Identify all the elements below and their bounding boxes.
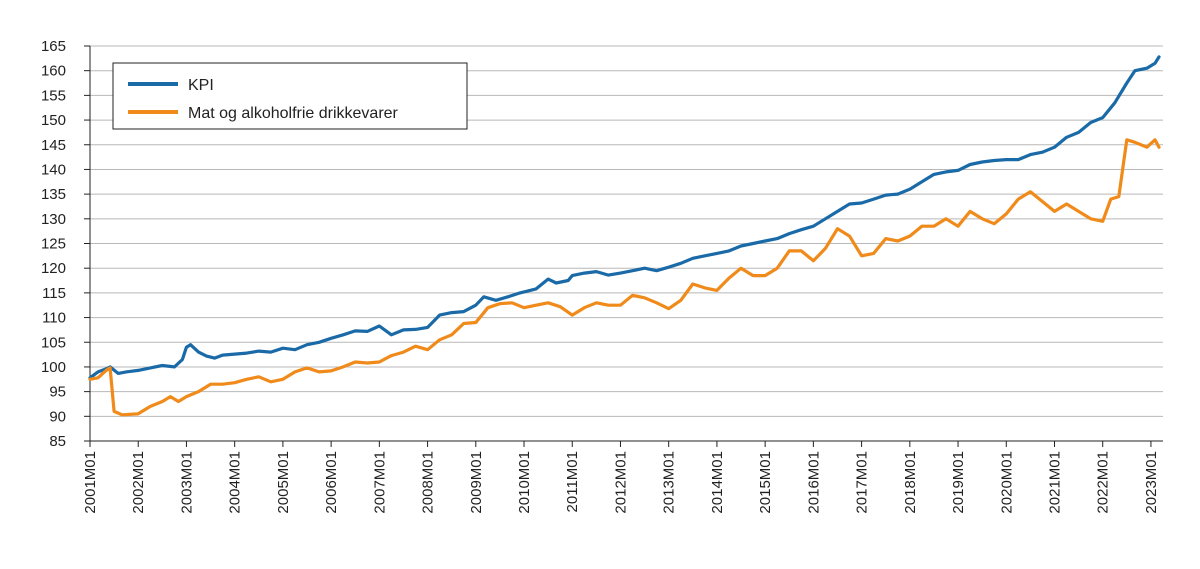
legend-label-mat: Mat og alkoholfrie drikkevarer [188, 105, 399, 122]
y-tick-label: 145 [41, 137, 66, 154]
x-tick-label: 2021M01 [1046, 451, 1063, 514]
x-tick-label: 2006M01 [323, 451, 340, 514]
y-tick-label: 135 [41, 186, 66, 203]
y-tick-labels: 85 90 95 100 105 110 115 120 125 130 135 140 145 150 1… [41, 38, 66, 450]
x-tick-label: 2011M01 [564, 451, 581, 512]
x-tick-label: 2007M01 [371, 451, 388, 514]
y-tick-label: 165 [41, 38, 66, 55]
gridlines [90, 45, 1163, 417]
x-tick-labels: 2001M01 2002M01 2003M01 2004M01 2005M01 2006M… [82, 451, 1160, 514]
y-tick-label: 85 [49, 433, 66, 450]
x-tick-label: 2001M01 [82, 451, 99, 514]
y-tick-label: 120 [41, 260, 66, 277]
x-tick-label: 2016M01 [805, 451, 822, 514]
x-tick-label: 2017M01 [854, 451, 871, 514]
y-tick-label: 140 [41, 161, 66, 178]
legend-box [112, 62, 468, 130]
legend: KPI Mat og alkoholfrie drikkevarer [112, 62, 468, 130]
y-tick-label: 110 [42, 310, 66, 327]
x-tick-label: 2010M01 [516, 451, 533, 514]
x-tick-label: 2013M01 [661, 451, 678, 514]
axes [84, 45, 1163, 447]
series-lines [88, 55, 1161, 417]
legend-label-kpi: KPI [188, 77, 214, 94]
y-tick-label: 115 [42, 285, 66, 302]
x-tick-label: 2009M01 [468, 451, 485, 514]
x-tick-label: 2002M01 [130, 451, 147, 514]
x-tick-label: 2004M01 [227, 451, 244, 514]
x-tick-label: 2008M01 [420, 451, 437, 514]
x-tick-label: 2018M01 [902, 451, 919, 514]
x-tick-label: 2023M01 [1143, 451, 1160, 514]
y-tick-label: 105 [41, 334, 66, 351]
x-tick-label: 2003M01 [178, 451, 195, 514]
y-tick-label: 130 [41, 211, 66, 228]
x-tick-label: 2022M01 [1095, 451, 1112, 514]
x-tick-label: 2015M01 [757, 451, 774, 514]
y-tick-label: 100 [41, 359, 66, 376]
y-tick-label: 90 [49, 408, 66, 425]
series-line-1 [88, 138, 1161, 417]
y-tick-label: 125 [41, 236, 66, 253]
y-tick-label: 95 [49, 384, 66, 401]
x-tick-label: 2005M01 [275, 451, 292, 514]
x-tick-label: 2012M01 [612, 451, 629, 514]
x-tick-label: 2019M01 [950, 451, 967, 514]
y-tick-label: 160 [41, 63, 66, 80]
x-tick-label: 2014M01 [709, 451, 726, 514]
series-line-0 [88, 55, 1161, 380]
y-tick-label: 155 [41, 87, 66, 104]
y-tick-label: 150 [41, 112, 66, 129]
x-tick-label: 2020M01 [998, 451, 1015, 514]
